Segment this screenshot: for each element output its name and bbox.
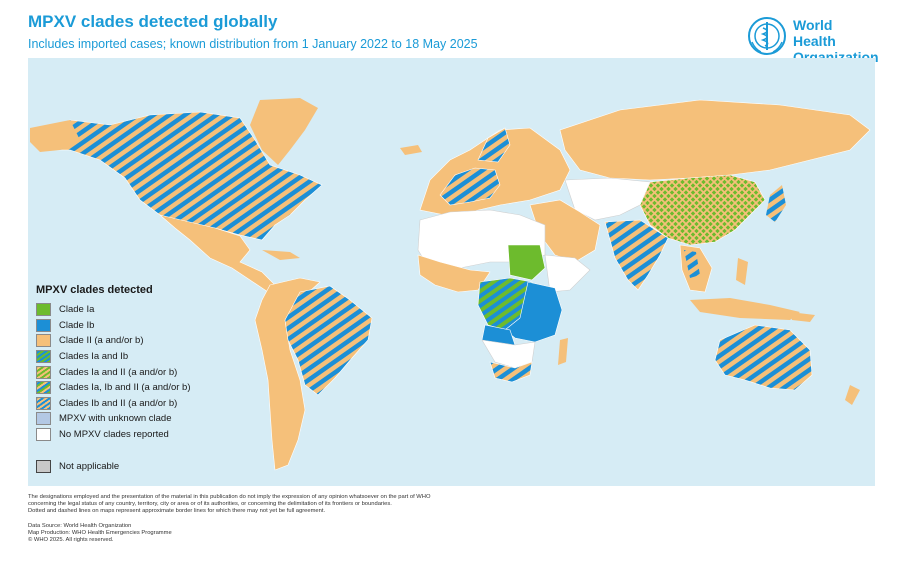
legend-swatch [36,365,51,379]
legend-item-clade-ii: Clade II (a and/or b) [36,333,212,349]
legend-label: Clades Ia and Ib [59,351,129,363]
map-legend: MPXV clades detected Clade Ia Clade Ib C… [36,284,212,442]
philippines [736,258,748,285]
madagascar [558,338,568,365]
legend-label: Clade Ib [59,319,95,331]
legend-label: No MPXV clades reported [59,429,169,441]
legend-swatch [36,381,51,395]
north-america [39,111,323,241]
legend-item-not-applicable: Not applicable [36,460,119,473]
alaska [30,120,80,152]
legend-title: MPXV clades detected [36,284,153,296]
india [604,219,669,291]
legend-item-clades-ia-ii: Clades Ia and II (a and/or b) [36,364,212,380]
legend-swatch [36,303,51,317]
caribbean [262,250,300,260]
disclaimer-line: concerning the legal status of any count… [28,501,392,507]
horn-of-africa [544,254,591,293]
legend-label: Clade II (a and/or b) [59,335,144,347]
australia [714,324,813,391]
legend-label: MPXV with unknown clade [59,413,172,425]
credits-line: Map Production: WHO Health Emergencies P… [28,530,172,536]
legend-item-clades-ib-ii: Clades Ib and II (a and/or b) [36,396,212,412]
legend-label: Clades Ib and II (a and/or b) [59,397,178,409]
legend-swatch [36,396,51,410]
iceland [400,145,422,155]
legend-swatch [36,428,51,442]
legend-item-no-clades: No MPXV clades reported [36,427,212,443]
who-logo: World Health Organization [747,16,879,65]
credits-line: Data Source: World Health Organization [28,523,132,529]
who-emblem-icon [748,17,786,55]
credits: Data Source: World Health Organization M… [28,523,172,544]
thailand [684,250,700,278]
papua-new-guinea [790,312,815,322]
legend-item-clade-ia: Clade Ia [36,302,212,318]
disclaimer-line: Dotted and dashed lines on maps represen… [28,508,326,514]
indonesia [690,298,800,320]
scandinavia [477,127,511,163]
japan [766,185,786,222]
legend-label: Not applicable [59,461,120,472]
china [639,174,766,246]
legend-swatch [36,334,51,348]
legend-label: Clades Ia, Ib and II (a and/or b) [59,382,191,394]
western-europe [439,167,501,206]
new-zealand [845,385,860,405]
legend-item-unknown-clade: MPXV with unknown clade [36,411,212,427]
legend-swatch [36,412,51,426]
west-africa [417,254,491,293]
south-africa [489,361,533,383]
brazil [284,285,373,396]
legend-label: Clades Ia and II (a and/or b) [59,366,178,378]
legend-swatch [36,318,51,332]
map-subtitle: Includes imported cases; known distribut… [28,37,478,51]
logo-line-1: World Health [793,17,836,49]
greenland [250,98,318,165]
legend-swatch [36,350,51,364]
legend-item-clades-ia-ib: Clades Ia and Ib [36,349,212,365]
sudan [507,244,546,281]
russia [559,99,871,181]
disclaimer-line: The designations employed and the presen… [28,494,431,500]
map-title: MPXV clades detected globally [28,12,278,31]
legend-item-clades-ia-ib-ii: Clades Ia, Ib and II (a and/or b) [36,380,212,396]
legend-label: Clade Ia [59,304,95,316]
world-map [28,58,875,486]
disclaimer: The designations employed and the presen… [28,494,888,515]
credits-line: © WHO 2025. All rights reserved. [28,537,114,543]
legend-item-clade-ib: Clade Ib [36,318,212,334]
legend-swatch [36,460,51,473]
